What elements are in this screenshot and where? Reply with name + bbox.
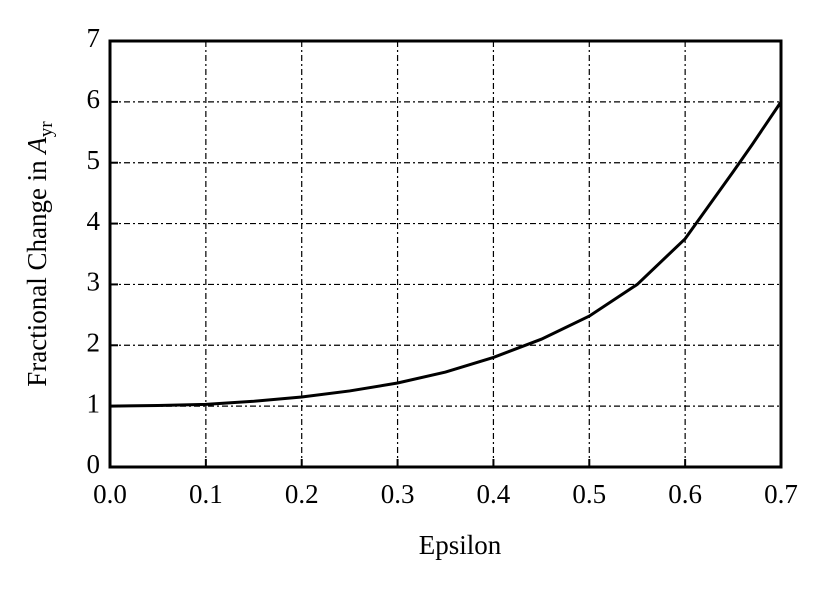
x-tick-label: 0.6 [668, 479, 702, 509]
y-axis-label-symbol: A [22, 137, 52, 156]
data-line [109, 101, 783, 408]
x-tick-label: 0.3 [381, 479, 415, 509]
y-tick-label: 0 [87, 449, 101, 479]
y-tick-label: 5 [87, 145, 101, 175]
y-tick-label: 3 [87, 267, 101, 297]
y-tick-label: 7 [87, 23, 101, 53]
y-axis-label: Fractional Change in Ayr [22, 121, 57, 387]
plot-frame [108, 39, 783, 469]
y-tick-label: 4 [87, 206, 101, 236]
x-tick-label: 0.7 [764, 479, 798, 509]
y-tick-label: 6 [87, 84, 101, 114]
x-tick-label: 0.0 [93, 479, 127, 509]
y-axis-label-text: Fractional Change in [22, 154, 52, 387]
x-tick-label: 0.4 [477, 479, 511, 509]
x-tick-label: 0.2 [285, 479, 319, 509]
y-axis-label-subscript: yr [36, 121, 57, 138]
x-axis-label: Epsilon [419, 530, 502, 560]
y-tick-label: 2 [87, 327, 101, 357]
x-tick-label: 0.5 [572, 479, 606, 509]
x-tick-label: 0.1 [189, 479, 223, 509]
y-tick-label: 1 [87, 388, 101, 418]
